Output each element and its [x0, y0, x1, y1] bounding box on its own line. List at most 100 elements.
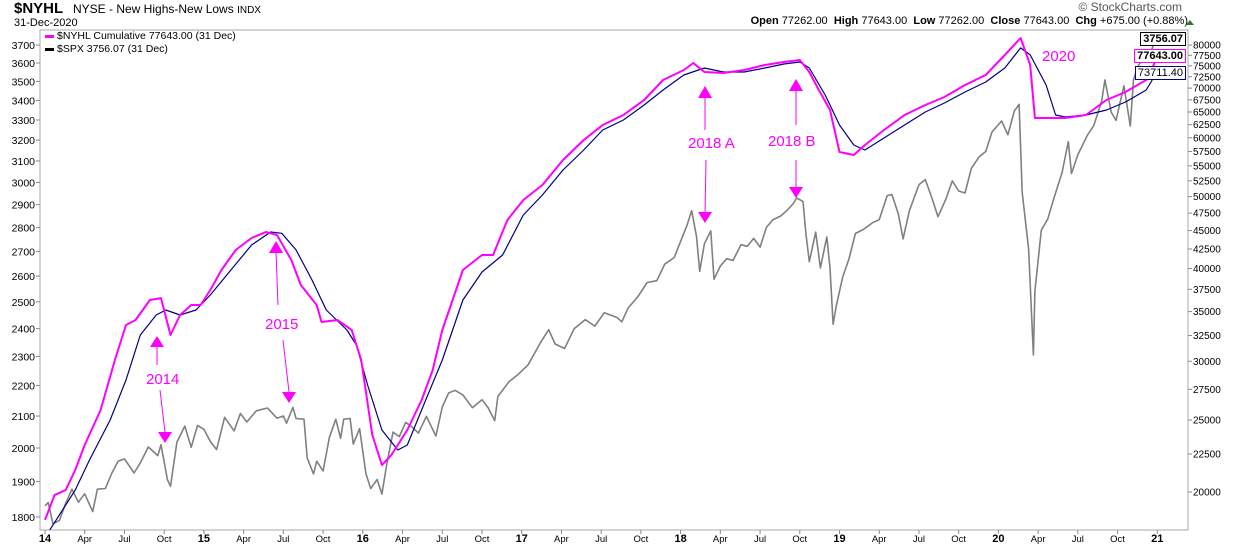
description-text: NYSE - New Highs-New Lows	[73, 2, 234, 16]
x-axis-tick-label: Apr	[395, 534, 410, 545]
open-value: 77262.00	[781, 15, 828, 27]
series-line--spx	[44, 34, 1159, 525]
right-axis-tick-label: 75000	[1193, 61, 1221, 72]
legend-swatch	[45, 47, 54, 51]
annotation-arrow-2018a-down	[704, 159, 707, 214]
left-axis-tick-label: 3100	[12, 156, 36, 168]
left-axis-tick-label: 1800	[12, 512, 36, 524]
annotation-2015: 2015	[265, 316, 298, 333]
right-axis-tick-label: 62500	[1193, 120, 1221, 131]
annotation-2018b: 2018 B	[768, 133, 816, 150]
right-axis-tick-label: 42500	[1193, 244, 1221, 255]
left-axis-tick-label: 3500	[12, 76, 36, 88]
left-axis-tick-label: 3600	[12, 58, 36, 70]
chart-description: NYSE - New Highs-New Lows INDX	[73, 3, 261, 17]
left-axis-tick-label: 1900	[12, 477, 36, 489]
left-axis-tick-label: 3000	[12, 177, 36, 189]
left-axis-tick-label: 3700	[12, 40, 36, 52]
right-axis-tick-label: 80000	[1193, 41, 1221, 52]
x-axis-tick-label: Oct	[475, 534, 490, 545]
x-axis-tick-label: Jul	[754, 534, 766, 545]
x-axis-tick-label: Jul	[1072, 534, 1084, 545]
right-axis-tick-label: 70000	[1193, 84, 1221, 95]
right-axis-tick-label: 40000	[1193, 264, 1221, 275]
arrow-head-icon	[789, 79, 803, 91]
right-axis-tick-label: 20000	[1193, 488, 1221, 499]
exchange-label: INDX	[237, 5, 261, 16]
chg-label: Chg	[1075, 15, 1097, 27]
plot-frame	[39, 29, 1189, 531]
annotation-arrow-2014-down	[159, 389, 166, 433]
cumulative-price-tag: 77643.00	[1134, 49, 1186, 63]
x-axis-tick-label: Apr	[554, 534, 569, 545]
x-axis-tick-label: 15	[198, 533, 210, 545]
left-axis-tick-label: 2500	[12, 297, 36, 309]
chart-symbol: $NYHL	[14, 0, 64, 17]
x-axis-tick-label: 20	[992, 533, 1004, 545]
x-axis-tick-label: Oct	[1110, 534, 1125, 545]
right-axis-tick-label: 67500	[1193, 95, 1221, 106]
annotation-arrow-2015-up	[275, 251, 279, 306]
legend-label: $SPX 3756.07 (31 Dec)	[57, 43, 168, 55]
right-axis-tick-label: 65000	[1193, 108, 1221, 119]
left-axis-tick-label: 2900	[12, 200, 36, 212]
left-axis-tick-label: 2600	[12, 271, 36, 283]
right-axis-tick-label: 22500	[1193, 450, 1221, 461]
arrow-head-icon	[150, 336, 164, 347]
right-axis-tick-label: 60000	[1193, 133, 1221, 144]
right-axis-tick-label: 55000	[1193, 161, 1221, 172]
up-arrow-icon	[1186, 20, 1194, 25]
right-axis-tick-label: 77500	[1193, 51, 1221, 62]
low-value: 77262.00	[938, 15, 985, 27]
left-axis-tick-label: 3300	[12, 115, 36, 127]
right-axis-tick-label: 50000	[1193, 192, 1221, 203]
x-axis-tick-label: 17	[516, 533, 528, 545]
x-axis-tick-label: 18	[674, 533, 686, 545]
close-value: 77643.00	[1023, 15, 1070, 27]
legend-item-nyhl-cumulative: $NYHL Cumulative 77643.00 (31 Dec)	[45, 30, 236, 42]
left-axis-tick-label: 2100	[12, 411, 36, 423]
x-axis-tick-label: Apr	[77, 534, 92, 545]
legend-label: $NYHL Cumulative 77643.00 (31 Dec)	[57, 30, 236, 42]
chg-value: +675.00 (+0.88%)	[1099, 15, 1188, 27]
left-axis-tick-label: 3200	[12, 135, 36, 147]
low-label: Low	[913, 15, 936, 27]
ma-price-tag: 73711.40	[1134, 66, 1186, 80]
right-axis-tick-label: 45000	[1193, 226, 1221, 237]
left-axis-tick-label: 3400	[12, 95, 36, 107]
x-axis-tick-label: Oct	[633, 534, 648, 545]
right-axis-tick-label: 25000	[1193, 416, 1221, 427]
x-axis-tick-label: Apr	[236, 534, 251, 545]
left-axis-tick-label: 2000	[12, 443, 36, 455]
x-axis-tick-label: Oct	[316, 534, 331, 545]
ohlc-readout: Open 77262.00 High 77643.00 Low 77262.00…	[751, 15, 1188, 27]
x-axis-tick-label: Apr	[1031, 534, 1046, 545]
high-value: 77643.00	[861, 15, 908, 27]
x-axis-tick-label: Jul	[118, 534, 130, 545]
x-axis-tick-label: Apr	[872, 534, 887, 545]
x-axis-tick-label: 19	[833, 533, 845, 545]
x-axis-tick-label: 14	[39, 533, 52, 545]
left-axis-tick-label: 2300	[12, 351, 36, 363]
annotation-arrow-2015-down	[282, 339, 290, 393]
open-label: Open	[750, 15, 779, 27]
annotation-2014: 2014	[146, 371, 179, 388]
right-axis-tick-label: 47500	[1193, 209, 1221, 220]
x-axis-tick-label: Oct	[792, 534, 807, 545]
arrow-head-icon	[269, 241, 283, 253]
left-axis-tick-label: 2400	[12, 324, 36, 336]
series-line--nyhl-cumulative	[44, 37, 1159, 521]
annotation-2020: 2020	[1042, 48, 1075, 65]
right-axis-tick-label: 52500	[1193, 176, 1221, 187]
legend-swatch	[45, 34, 54, 38]
right-axis-tick-label: 27500	[1193, 385, 1221, 396]
arrow-head-icon	[158, 432, 172, 443]
x-axis-tick-label: 16	[357, 533, 369, 545]
x-axis-tick-label: Oct	[951, 534, 966, 545]
left-axis-tick-label: 2700	[12, 246, 36, 258]
x-axis-tick-label: Apr	[713, 534, 728, 545]
x-axis-tick-label: Oct	[157, 534, 172, 545]
annotation-2018a: 2018 A	[688, 135, 735, 152]
right-axis-tick-label: 32500	[1193, 331, 1221, 342]
